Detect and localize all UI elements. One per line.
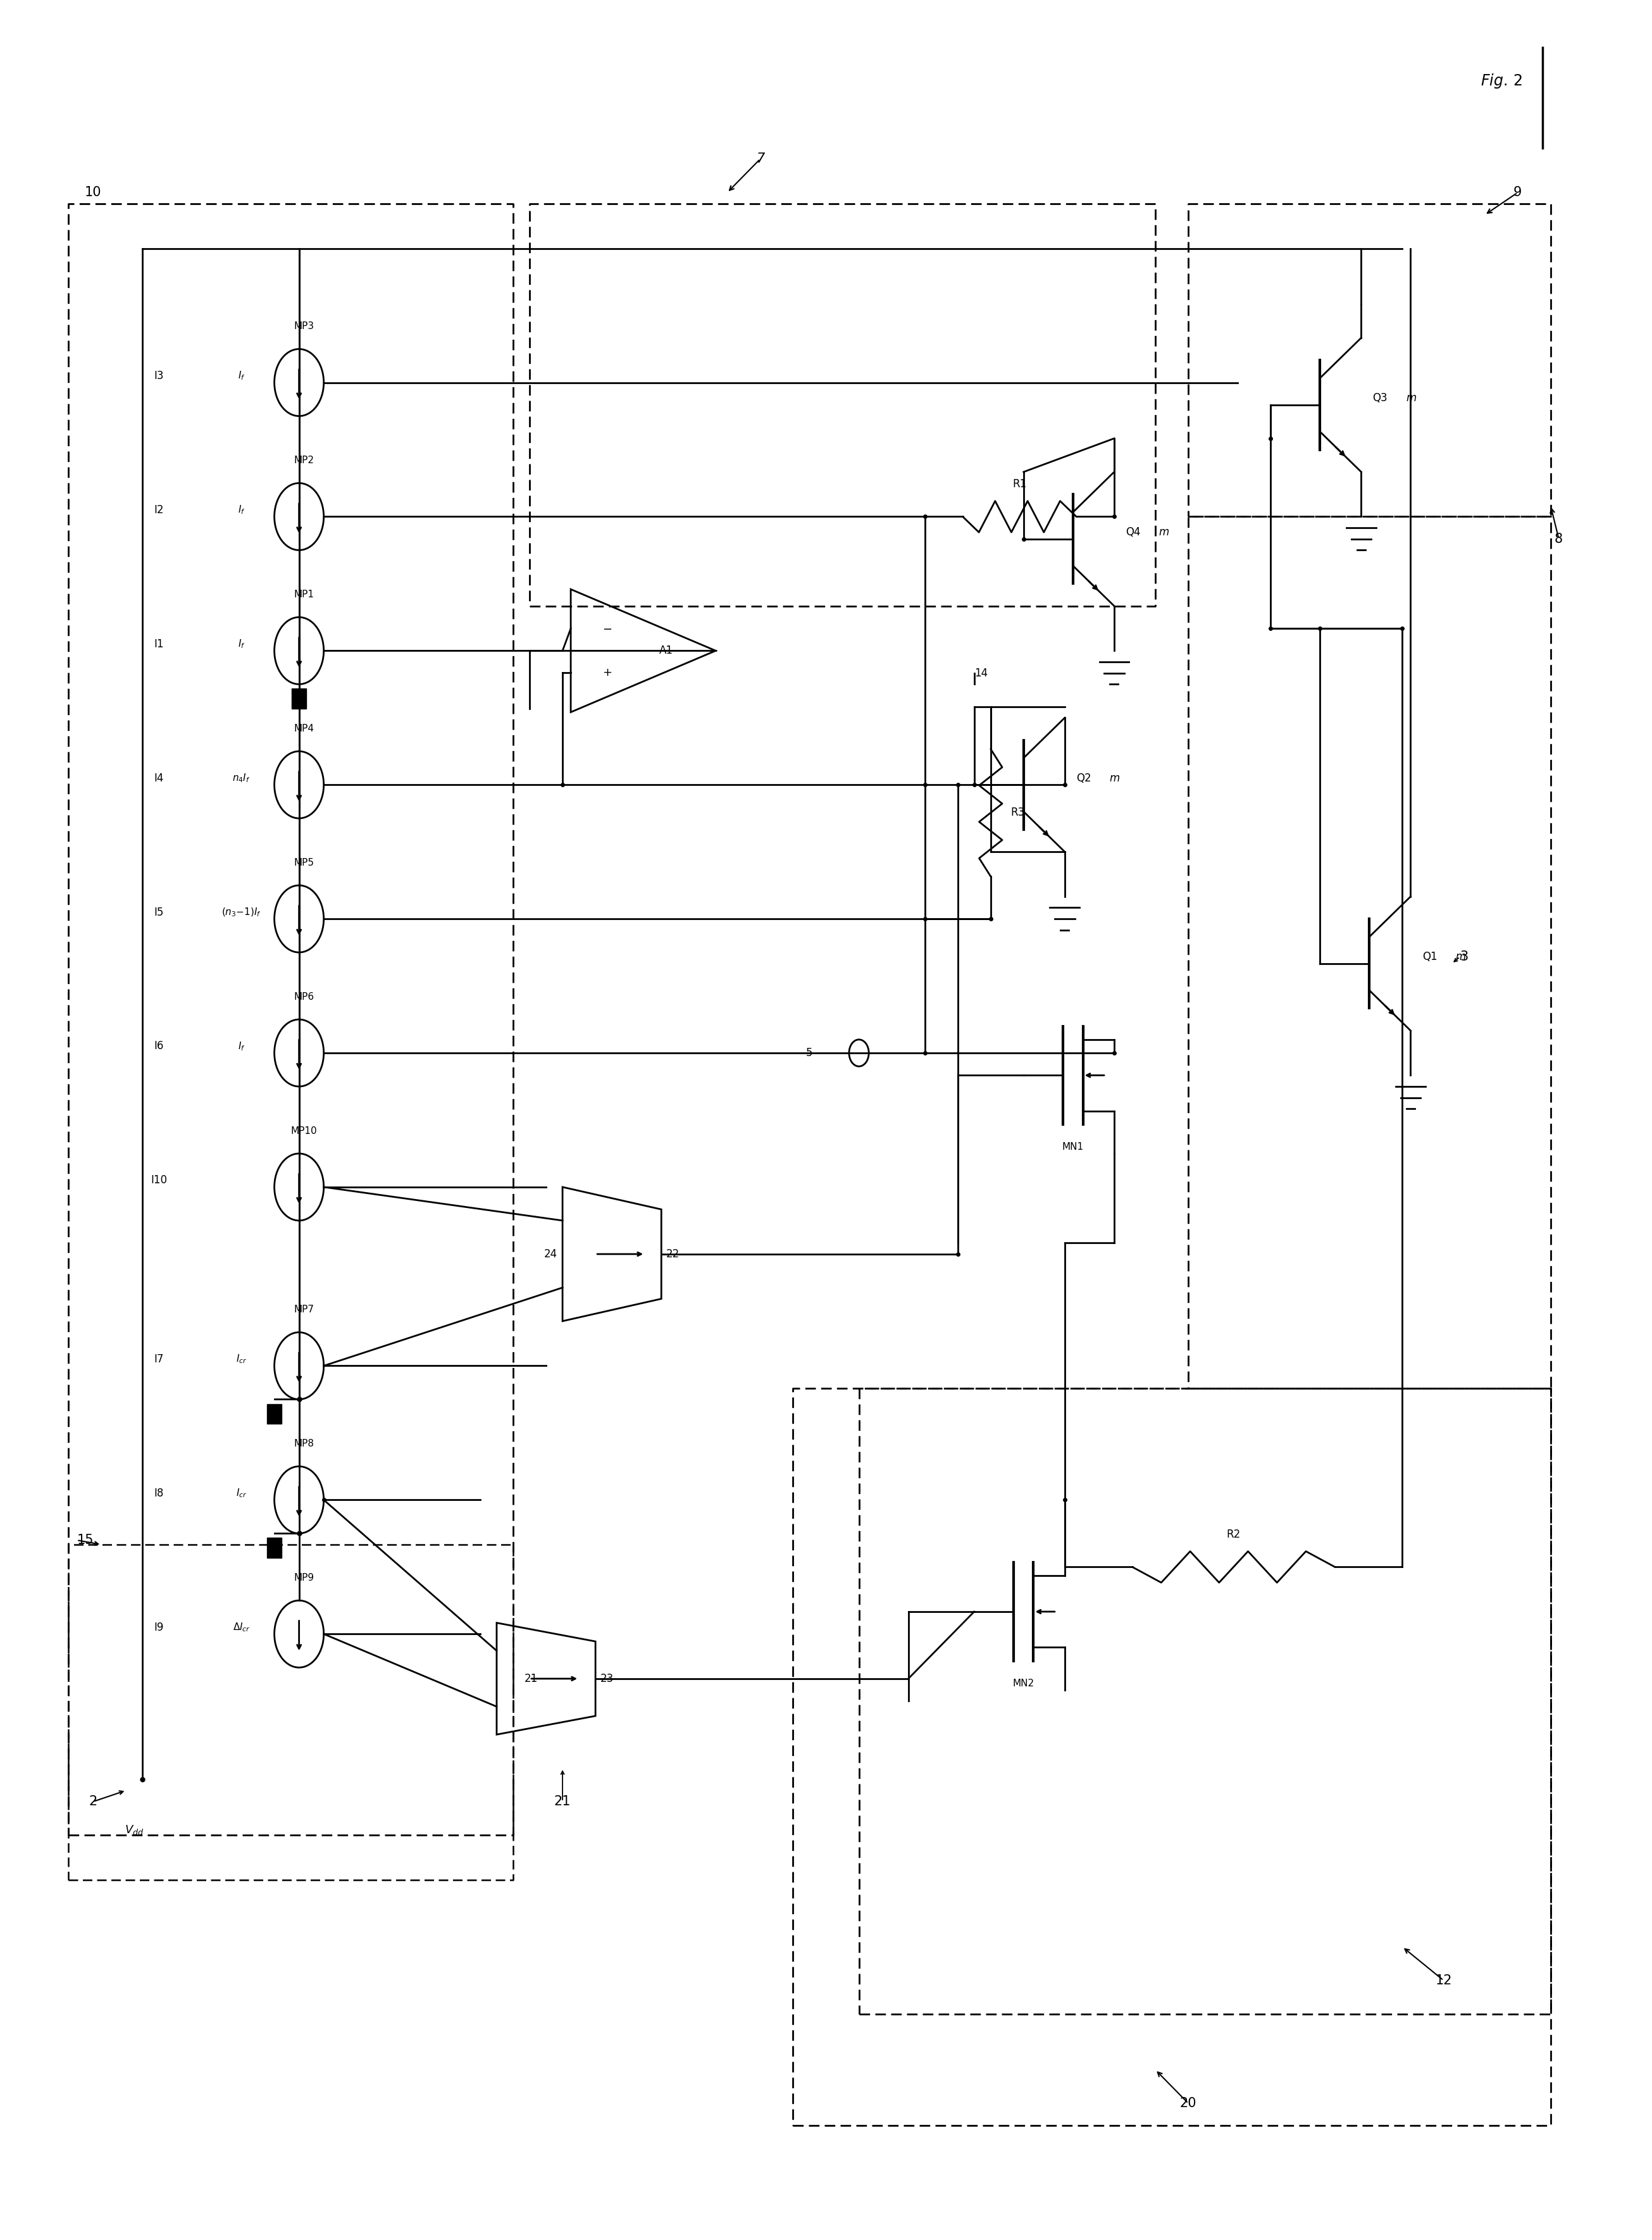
Text: 23: 23 [600,1673,615,1684]
Text: $V_{dd}$: $V_{dd}$ [126,1823,144,1837]
Text: MP9: MP9 [294,1572,314,1584]
Text: MP3: MP3 [294,323,314,332]
Text: 10: 10 [84,186,101,199]
Text: I6: I6 [154,1042,164,1053]
Text: $m$: $m$ [1455,952,1465,963]
Text: 15: 15 [76,1534,94,1546]
Text: $I_{cr}$: $I_{cr}$ [236,1353,246,1364]
Text: MP2: MP2 [294,455,314,466]
Text: 9: 9 [1513,186,1521,199]
Text: R3: R3 [1011,806,1024,818]
Text: I5: I5 [154,907,164,918]
Text: MP8: MP8 [294,1438,314,1449]
Text: MP1: MP1 [294,589,314,600]
Text: Q4: Q4 [1125,526,1140,538]
Text: $I_f$: $I_f$ [238,1039,244,1053]
Text: I2: I2 [154,504,164,515]
Text: I1: I1 [154,638,164,650]
Text: MP10: MP10 [291,1127,317,1136]
Text: 14: 14 [975,668,988,679]
Text: $I_f$: $I_f$ [238,504,244,515]
Text: I8: I8 [154,1487,164,1499]
Text: $I_f$: $I_f$ [238,638,244,650]
Text: I9: I9 [154,1622,164,1633]
Text: 2: 2 [89,1794,97,1808]
Text: $-$: $-$ [603,623,611,634]
Text: Q1: Q1 [1422,952,1437,963]
Text: $m$: $m$ [1108,773,1120,784]
Text: R2: R2 [1226,1528,1241,1541]
Bar [268,1539,282,1559]
Text: MP4: MP4 [294,724,314,732]
Text: 20: 20 [1180,2097,1196,2110]
Text: $m$: $m$ [1158,526,1170,538]
Text: $\Delta I_{cr}$: $\Delta I_{cr}$ [233,1622,249,1633]
Text: $n_4I_f$: $n_4I_f$ [233,773,251,784]
Text: $I_f$: $I_f$ [238,370,244,381]
Text: 5: 5 [806,1048,813,1060]
Text: $I_{cr}$: $I_{cr}$ [236,1487,246,1499]
Text: MN2: MN2 [1013,1678,1034,1689]
Text: MN1: MN1 [1062,1142,1084,1151]
Bar [268,1404,282,1425]
Text: $+$: $+$ [603,668,611,679]
Text: 22: 22 [666,1248,679,1259]
Text: 3: 3 [1460,950,1469,963]
Text: R1: R1 [1013,479,1026,491]
Text: 8: 8 [1555,533,1563,544]
Text: 21: 21 [553,1794,572,1808]
Text: 21: 21 [524,1673,539,1684]
Text: I4: I4 [154,773,164,784]
Text: 24: 24 [544,1248,558,1259]
Text: A1: A1 [659,645,672,656]
Text: I7: I7 [154,1353,164,1364]
Text: MP5: MP5 [294,858,314,867]
Text: I3: I3 [154,370,164,381]
Text: MP6: MP6 [294,992,314,1001]
Text: I10: I10 [150,1174,167,1185]
Text: $(n_3{-}1)I_f$: $(n_3{-}1)I_f$ [221,907,261,918]
Text: $Fig.\,2$: $Fig.\,2$ [1480,72,1521,90]
Text: Q2: Q2 [1077,773,1092,784]
Bar [292,688,307,708]
Text: 12: 12 [1436,1973,1452,1987]
Text: 7: 7 [757,152,765,166]
Text: $m$: $m$ [1406,392,1416,403]
Text: MP7: MP7 [294,1306,314,1315]
Text: Q3: Q3 [1373,392,1388,403]
